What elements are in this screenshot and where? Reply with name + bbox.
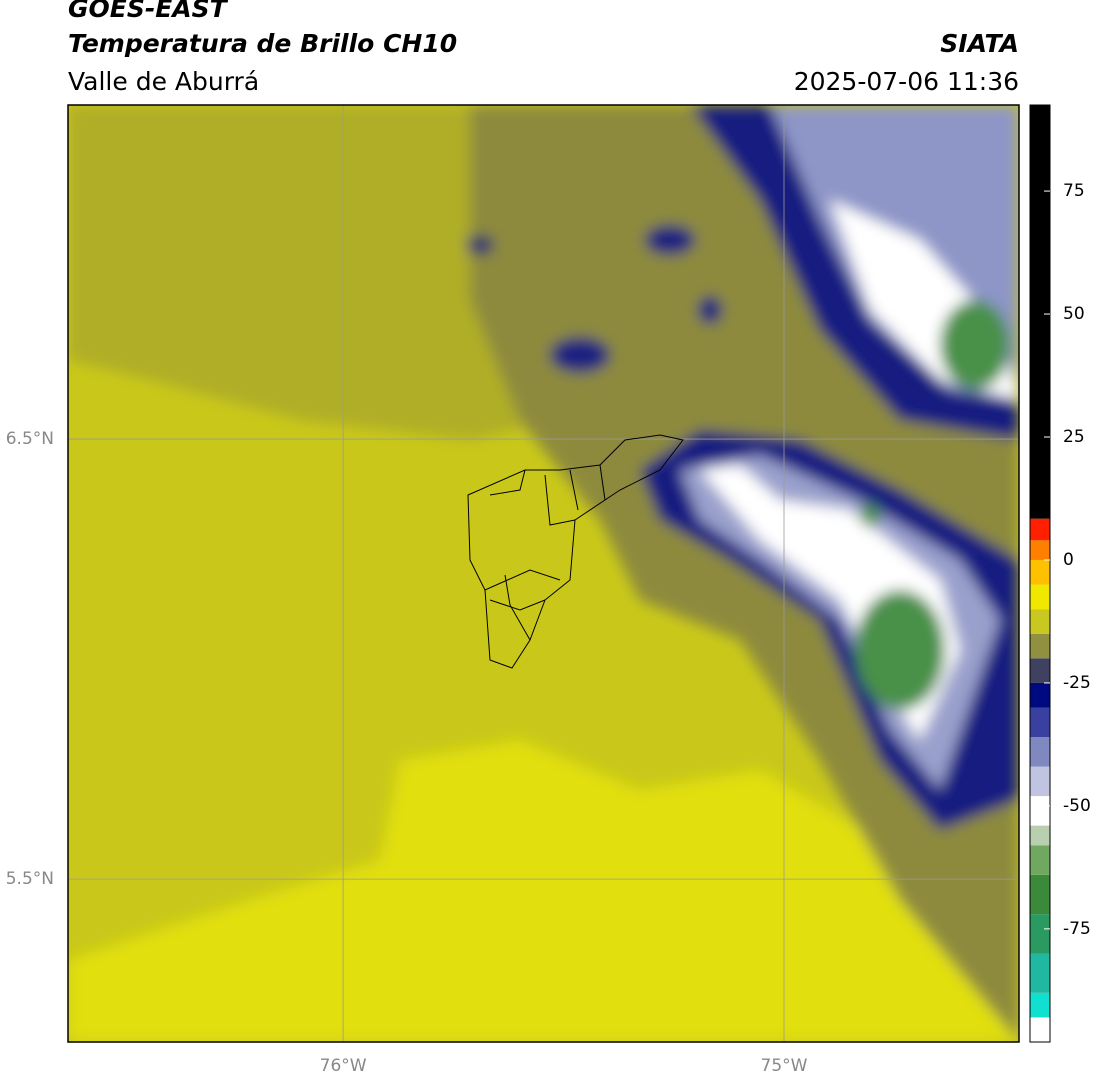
colorbar-segment — [1030, 584, 1050, 610]
grid — [68, 105, 1019, 1042]
colorbar-tick-label: -50 — [1063, 796, 1091, 816]
colorbar-tick-label: 75 — [1063, 181, 1085, 201]
y-tick-label: 5.5°N — [6, 869, 54, 889]
municipal-boundaries — [467, 434, 684, 669]
colorbar-segment — [1030, 105, 1050, 519]
colorbar-segment — [1030, 992, 1050, 1018]
colorbar — [1030, 105, 1050, 1042]
colorbar-segment — [1030, 796, 1050, 826]
colorbar-segment — [1030, 682, 1050, 708]
colorbar-tick-label: 25 — [1063, 427, 1085, 447]
colorbar-segment — [1030, 825, 1050, 846]
colorbar-segment — [1030, 518, 1050, 541]
colorbar-segment — [1030, 540, 1050, 560]
satellite-image — [68, 105, 1019, 1042]
y-tick-label: 6.5°N — [6, 429, 54, 449]
colorbar-segment — [1030, 874, 1050, 915]
region: Valle de Aburrá — [68, 67, 259, 96]
colorbar-segment — [1030, 559, 1050, 585]
x-tick-label: 76°W — [320, 1056, 367, 1076]
colorbar-segment — [1030, 953, 1050, 993]
colorbar-segment — [1030, 658, 1050, 683]
source: SIATA — [940, 29, 1019, 58]
colorbar-segment — [1030, 707, 1050, 738]
colorbar-segment — [1030, 845, 1050, 875]
colorbar-tick-label: -75 — [1063, 919, 1091, 939]
colorbar-segment — [1030, 914, 1050, 954]
title: GOES-EAST — [68, 0, 229, 23]
colorbar-tick-label: -25 — [1063, 673, 1091, 693]
datetime: 2025-07-06 11:36 — [794, 67, 1019, 96]
colorbar-segment — [1030, 766, 1050, 797]
colorbar-tick-label: 0 — [1063, 550, 1074, 570]
colorbar-segment — [1030, 737, 1050, 767]
colorbar-segment — [1030, 1017, 1050, 1042]
colorbar-segment — [1030, 609, 1050, 634]
subtitle: Temperatura de Brillo CH10 — [68, 29, 457, 58]
x-tick-label: 75°W — [761, 1056, 808, 1076]
colorbar-tick-label: 50 — [1063, 304, 1085, 324]
colorbar-segment — [1030, 633, 1050, 659]
colorbar-frame — [1029, 104, 1051, 1043]
map-frame — [67, 104, 1020, 1043]
